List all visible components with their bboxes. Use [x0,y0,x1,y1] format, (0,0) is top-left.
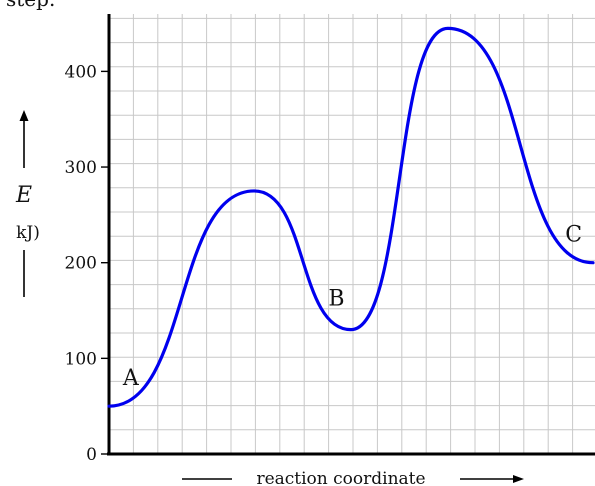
y-tick-label: 0 [86,445,97,465]
right-arrowhead-icon [513,475,524,483]
axes [107,14,595,456]
grid-lines [109,14,595,454]
x-label-text: reaction coordinate [256,469,425,486]
point-label-b: B [328,287,344,312]
x-axis-label: reaction coordinate [182,469,524,486]
y-label-unit: kJ) [16,223,40,243]
y-ticks: 0 100 200 300 400 [65,62,109,465]
y-tick-label: 200 [65,254,97,274]
y-axis-label: E kJ) [15,110,40,297]
point-label-a: A [122,366,140,391]
y-tick-label: 300 [65,158,97,178]
series-line [107,26,595,408]
up-arrowhead-icon [19,110,29,121]
y-tick-label: 400 [65,62,97,82]
point-labels: A B C [122,223,582,391]
point-label-c: C [565,223,582,248]
header-fragment: step. [6,0,55,11]
y-label-symbol: E [15,183,32,208]
y-tick-label: 100 [65,349,97,369]
